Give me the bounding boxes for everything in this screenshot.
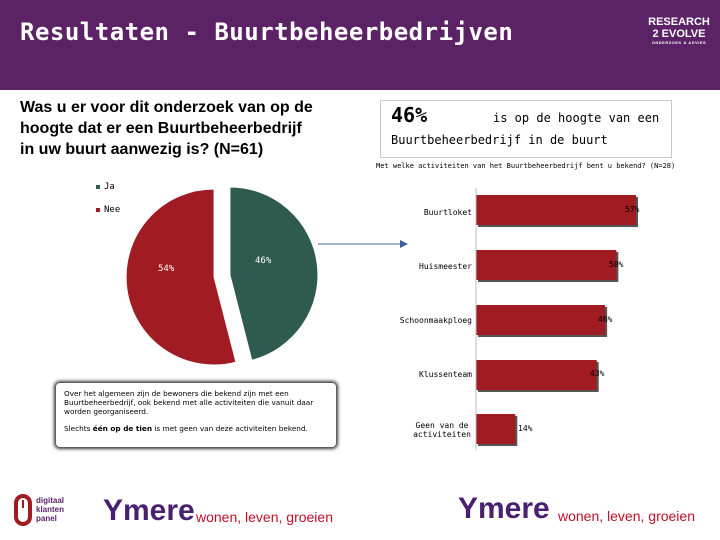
note-paragraph-1: Over het algemeen zijn de bewoners die b… — [64, 389, 314, 416]
pie-slice-ja — [229, 186, 319, 361]
pie-label-ja: 46% — [255, 256, 272, 266]
legend-item-nee: Nee — [96, 205, 120, 215]
pie-slice-nee — [125, 188, 237, 366]
bar-1 — [476, 250, 617, 280]
digitaal-klantenpanel-logo — [14, 494, 32, 526]
bar-label-huismeester: Huismeester — [419, 262, 472, 271]
bar-value-buurtloket: 57% — [625, 205, 640, 214]
logo-sub: ONDERZOEK & ADVIES — [651, 40, 707, 45]
panel-text: digitaal klanten panel — [36, 496, 64, 523]
bar-chart-title: Met welke activiteiten van het Buurtbehe… — [376, 162, 676, 170]
bar-shadow — [478, 362, 599, 392]
ymere-logo-right: Ymere — [458, 492, 550, 525]
panel-line3: panel — [36, 514, 57, 523]
bar-shadow — [478, 252, 619, 282]
bar-value-klussenteam: 43% — [590, 369, 605, 378]
note-p2-pre: Slechts — [64, 424, 93, 433]
bar-shadow — [478, 416, 518, 446]
question-text: Was u er voor dit onderzoek van op de ho… — [20, 99, 313, 158]
callout-percentage: 46% — [391, 103, 428, 127]
bar-3 — [476, 360, 597, 390]
note-paragraph-2: Slechts één op de tien is met geen van d… — [64, 424, 328, 433]
bar-shadow — [478, 197, 638, 227]
legend-swatch-ja — [96, 184, 100, 189]
bar-label-klussenteam: Klussenteam — [419, 370, 472, 379]
logo-line1: RESEARCH — [648, 16, 710, 28]
note-p2-post: is met geen van deze activiteiten bekend… — [152, 424, 308, 433]
bar-label-geen: Geen van de activiteiten — [413, 421, 471, 439]
ymere-slogan-left: wonen, leven, groeien — [196, 509, 333, 525]
bar-label-schoonmaakploeg: Schoonmaakploeg — [399, 316, 472, 325]
note-box: Over het algemeen zijn de bewoners die b… — [56, 383, 336, 447]
ymere-logo-left: Ymere — [103, 494, 195, 527]
panel-line2: klanten — [36, 505, 65, 514]
pie-label-nee: 54% — [158, 264, 175, 274]
bar-4 — [476, 414, 516, 444]
bar-value-schoonmaakploeg: 46% — [598, 315, 613, 324]
logo-line2: 2 EVOLVE — [652, 28, 706, 40]
callout-text-1: is op de hoogte van een — [493, 111, 660, 125]
bar-shadow — [478, 307, 608, 337]
note-p2-bold: één op de tien — [92, 424, 153, 433]
page-title: Resultaten - Buurtbeheerbedrijven — [20, 18, 514, 46]
research2evolve-logo: RESEARCH 2 EVOLVE ONDERZOEK & ADVIES — [648, 16, 710, 52]
callout-text-2: Buurtbeheerbedrijf in de buurt — [391, 133, 608, 147]
legend-item-ja: Ja — [96, 182, 115, 192]
legend-label-ja: Ja — [104, 182, 115, 192]
bar-value-huismeester: 50% — [609, 260, 624, 269]
connector-arrowhead — [400, 240, 408, 248]
legend-swatch-nee — [96, 207, 100, 212]
bar-label-buurtloket: Buurtloket — [423, 208, 472, 217]
bar-0 — [476, 195, 636, 225]
callout-box: 46% is op de hoogte van een Buurtbeheerb… — [380, 100, 672, 158]
legend-label-nee: Nee — [104, 205, 121, 215]
bar-2 — [476, 305, 606, 335]
bar-value-geen: 14% — [518, 424, 533, 433]
header-bar — [0, 0, 720, 90]
panel-line1: digitaal — [36, 496, 65, 505]
ymere-slogan-right: wonen, leven, groeien — [558, 508, 695, 524]
